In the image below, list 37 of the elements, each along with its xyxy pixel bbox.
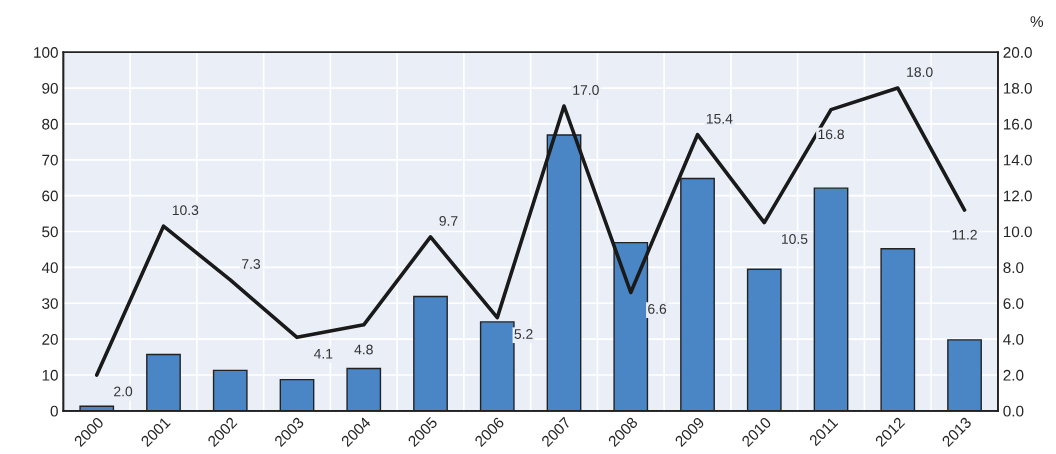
data-label: 5.2 xyxy=(514,329,533,339)
data-label: 16.8 xyxy=(818,129,844,140)
data-label: 9.7 xyxy=(439,216,458,226)
data-label: 4.8 xyxy=(354,344,373,355)
data-label: 18.0 xyxy=(907,67,933,77)
y-tick-label: 10 xyxy=(42,369,58,381)
y2-tick-label: 4.0 xyxy=(1003,334,1024,345)
y-tick-label: 30 xyxy=(42,298,58,309)
y2-tick-label: 2.0 xyxy=(1003,369,1024,381)
data-label: 6.6 xyxy=(648,303,667,314)
y-tick-label: 70 xyxy=(42,154,58,166)
y-tick-label: 60 xyxy=(42,190,58,202)
data-label: 7.3 xyxy=(242,259,261,269)
y2-tick-label: 10.0 xyxy=(1003,226,1032,238)
data-label: 17.0 xyxy=(573,85,599,95)
data-label: 15.4 xyxy=(706,113,733,124)
y-tick-label: 90 xyxy=(42,82,58,94)
y-tick-label: 0 xyxy=(50,405,58,417)
data-label: 10.5 xyxy=(782,234,808,244)
y-tick-label: 40 xyxy=(41,262,58,274)
y2-tick-label: 12.0 xyxy=(1003,190,1032,202)
y-tick-label: 20 xyxy=(42,334,58,345)
y2-axis-title: % xyxy=(1030,16,1044,27)
y2-tick-label: 14.0 xyxy=(1003,154,1032,166)
y2-tick-label: 0.0 xyxy=(1003,405,1024,417)
y-tick-label: 80 xyxy=(42,118,58,130)
data-label: 4.1 xyxy=(313,348,333,359)
data-label: 2.0 xyxy=(114,386,133,397)
y2-tick-label: 8.0 xyxy=(1003,262,1024,274)
y2-tick-label: 16.0 xyxy=(1003,118,1032,130)
y-tick-label: 100 xyxy=(34,47,58,58)
y2-tick-label: 6.0 xyxy=(1003,298,1024,309)
data-label: 11.2 xyxy=(952,229,977,240)
data-label: 10.3 xyxy=(172,205,199,216)
y-tick-label: 50 xyxy=(42,226,58,238)
y2-tick-label: 20.0 xyxy=(1003,47,1032,58)
y2-tick-label: 18.0 xyxy=(1003,82,1032,94)
